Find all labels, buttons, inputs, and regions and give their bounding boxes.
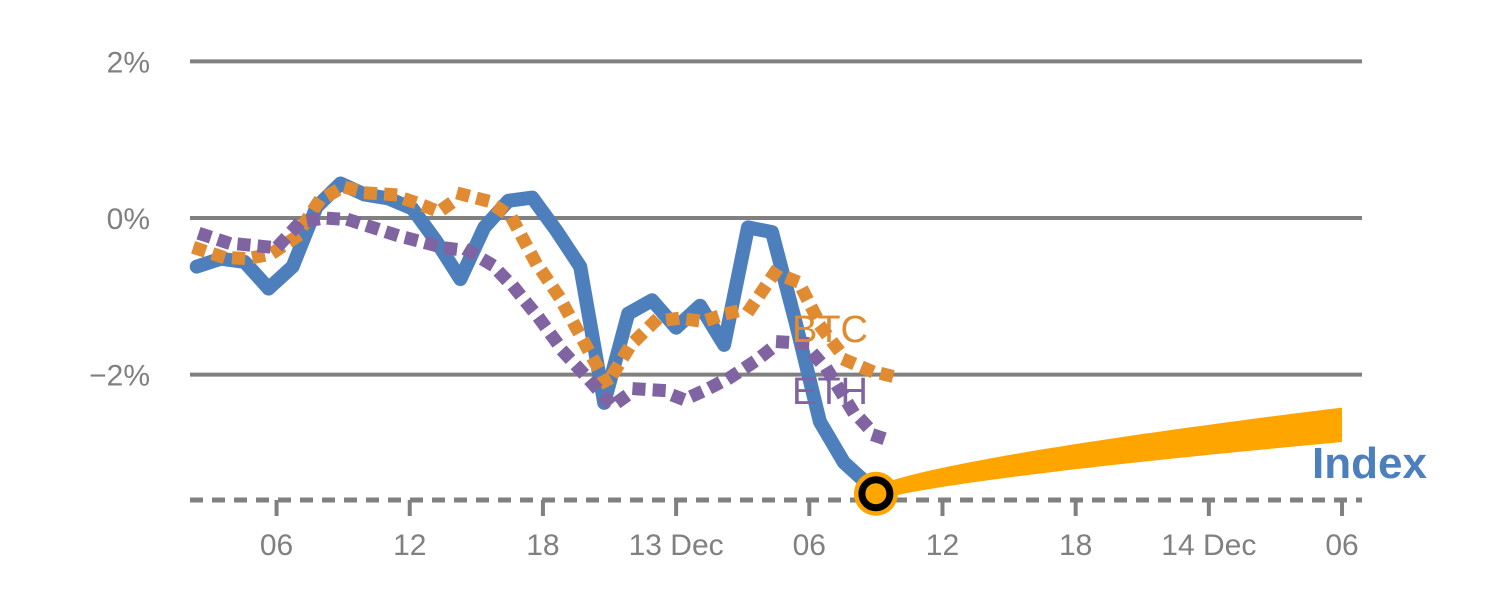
x-tick-label-8: 06 <box>1325 529 1358 562</box>
gridlines-group <box>190 59 1362 377</box>
series-label-btc: BTC <box>792 309 868 351</box>
series-label-index: Index <box>1312 439 1427 488</box>
y-tick-label-2: −2% <box>89 360 150 393</box>
x-tick-label-7: 14 Dec <box>1161 529 1256 562</box>
y-axis-labels: 2% 0% −2% <box>89 46 150 392</box>
series-line-eth <box>196 211 903 451</box>
forecast-band-area <box>875 407 1342 502</box>
series-lines-group <box>189 176 903 492</box>
x-axis-ticks <box>274 500 1345 516</box>
x-tick-label-6: 18 <box>1059 529 1092 562</box>
y-tick-label-1: 0% <box>107 203 150 236</box>
marker-ring[interactable] <box>858 476 894 512</box>
x-tick-label-3: 13 Dec <box>629 529 724 562</box>
x-tick-label-1: 12 <box>393 529 426 562</box>
current-value-marker[interactable] <box>853 471 898 516</box>
forecast-band <box>875 407 1342 502</box>
series-label-eth: ETH <box>792 371 868 413</box>
x-tick-label-4: 06 <box>793 529 826 562</box>
y-tick-label-0: 2% <box>107 46 150 79</box>
series-line-btc <box>191 180 900 391</box>
x-axis-labels: 06 12 18 13 Dec 06 12 18 14 Dec 06 <box>260 529 1359 562</box>
x-tick-label-0: 06 <box>260 529 293 562</box>
x-tick-label-2: 18 <box>526 529 559 562</box>
x-tick-label-5: 12 <box>926 529 959 562</box>
